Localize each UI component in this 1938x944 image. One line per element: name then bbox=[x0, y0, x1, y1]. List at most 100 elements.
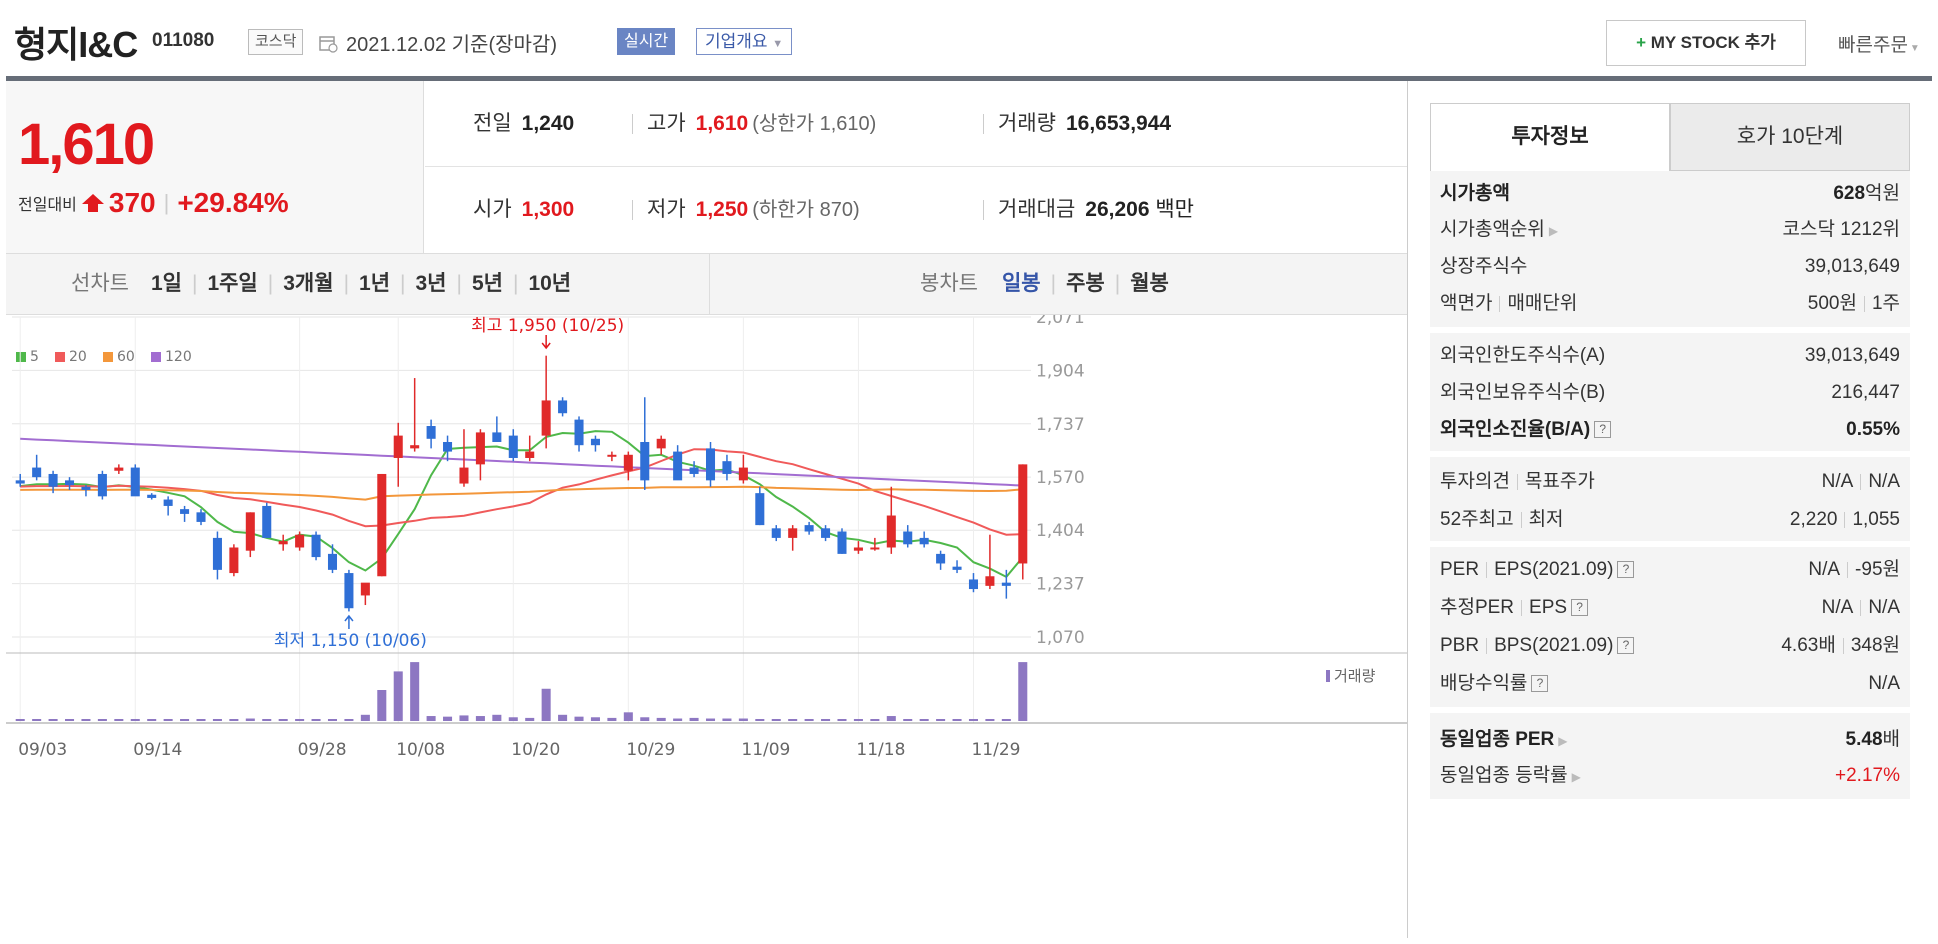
info-key: 액면가 매매단위 bbox=[1440, 285, 1577, 323]
info-row: 52주최고 최저 2,220 1,055 bbox=[1430, 501, 1910, 539]
legend-label: 120 bbox=[165, 349, 192, 365]
volume-value: 16,653,944 bbox=[1065, 112, 1172, 135]
help-icon[interactable]: ? bbox=[1617, 561, 1635, 579]
info-key[interactable]: 동일업종 등락률 ▶ bbox=[1440, 757, 1581, 796]
period-1w[interactable]: 1주일 bbox=[207, 272, 258, 295]
volume-bar bbox=[968, 719, 978, 721]
high-annotation: 최고 1,950 (10/25) bbox=[471, 316, 624, 336]
sector-per-label: 동일업종 PER bbox=[1440, 729, 1555, 750]
period-1y[interactable]: 1년 bbox=[359, 272, 391, 295]
candle-body bbox=[525, 451, 535, 458]
x-tick-label: 09/14 bbox=[133, 740, 182, 760]
cap-rank-value: 코스닥 1212위 bbox=[1782, 219, 1900, 240]
help-icon[interactable]: ? bbox=[1617, 637, 1635, 655]
volume-bar bbox=[163, 719, 173, 721]
volume-bar bbox=[640, 717, 650, 721]
quickorder-label: 빠른주문 bbox=[1838, 35, 1908, 56]
period-1d[interactable]: 1일 bbox=[150, 272, 182, 295]
calendar-icon bbox=[319, 36, 338, 53]
sector-change-value: +2.17% bbox=[1835, 765, 1900, 786]
divider bbox=[1520, 511, 1522, 528]
y-tick-label: 1,904 bbox=[1036, 361, 1085, 381]
tab-invest-info[interactable]: 투자정보 bbox=[1430, 103, 1670, 171]
period-weekly[interactable]: 주봉 bbox=[1066, 272, 1105, 295]
ma-line-60 bbox=[20, 485, 1023, 501]
volume-bar bbox=[985, 719, 995, 721]
help-icon[interactable]: ? bbox=[1531, 675, 1549, 693]
candle-body bbox=[821, 528, 831, 538]
volume-bar bbox=[147, 719, 157, 721]
market-cap-block: 시가총액 628억원 시가총액순위 ▶ 코스닥 1212위 상장주식수 39,013,6… bbox=[1430, 171, 1910, 327]
volume-bar bbox=[771, 719, 781, 721]
help-icon[interactable]: ? bbox=[1594, 421, 1612, 439]
period-5y[interactable]: 5년 bbox=[471, 272, 503, 295]
candle-body bbox=[212, 537, 222, 570]
w52-high-value: 2,220 bbox=[1789, 509, 1838, 530]
y-tick-label: 1,737 bbox=[1036, 415, 1085, 435]
candle-body bbox=[886, 515, 896, 548]
volume-bar bbox=[1018, 662, 1028, 721]
line-chart-periods: 선차트 1일 | 1주일 | 3개월 | 1년 | 3년 | 5년 | 10년 bbox=[71, 254, 571, 314]
eps-value: -95원 bbox=[1855, 559, 1900, 580]
volume-bar bbox=[278, 719, 288, 721]
candle-body bbox=[377, 473, 387, 577]
period-daily[interactable]: 일봉 bbox=[1001, 272, 1041, 295]
legend-swatch bbox=[55, 352, 65, 362]
mystock-label: MY STOCK 추가 bbox=[1650, 33, 1776, 52]
candle-body bbox=[459, 467, 469, 484]
change-value: 370 bbox=[108, 187, 156, 218]
period-monthly[interactable]: 월봉 bbox=[1130, 272, 1169, 295]
period-10y[interactable]: 10년 bbox=[528, 272, 572, 295]
x-tick-label: 11/29 bbox=[971, 740, 1020, 760]
volume: 거래량 16,653,944 bbox=[983, 81, 1171, 167]
candle-body bbox=[722, 461, 732, 474]
candle-body bbox=[443, 441, 453, 452]
divider bbox=[1521, 599, 1523, 616]
quick-order-button[interactable]: 빠른주문 ▼ bbox=[1838, 30, 1920, 57]
company-overview-button[interactable]: 기업개요 ▼ bbox=[696, 28, 793, 55]
upper-limit: (상한가 1,610) bbox=[752, 113, 877, 135]
candle-body bbox=[492, 432, 502, 442]
volume-bar bbox=[705, 718, 716, 721]
unit-value: 1주 bbox=[1871, 293, 1900, 314]
candle-body bbox=[65, 480, 75, 486]
y-tick-label: 1,070 bbox=[1036, 628, 1085, 648]
candle-body bbox=[853, 547, 863, 551]
divider bbox=[709, 254, 710, 314]
tab-order-book[interactable]: 호가 10단계 bbox=[1670, 103, 1910, 171]
candle-body bbox=[623, 454, 633, 471]
help-icon[interactable]: ? bbox=[1571, 599, 1589, 617]
candle-body bbox=[574, 419, 584, 446]
foreign-limit-value: 39,013,649 bbox=[1804, 345, 1900, 366]
period-3m[interactable]: 3개월 bbox=[283, 272, 334, 295]
info-key[interactable]: 시가총액순위 ▶ bbox=[1440, 211, 1558, 250]
divider bbox=[1486, 637, 1488, 654]
info-value: N/A N/A bbox=[1822, 589, 1900, 627]
volume-bar bbox=[48, 719, 58, 721]
add-my-stock-button[interactable]: + MY STOCK 추가 bbox=[1606, 20, 1806, 66]
x-tick-label: 11/09 bbox=[741, 740, 790, 760]
high-price: 고가 1,610 (상한가 1,610) bbox=[632, 81, 876, 167]
candle-body bbox=[705, 448, 716, 481]
chart-svg: 5 20 60 120 2,071 1,904 1,737 1,570 1,404 1,237 1,… bbox=[6, 308, 1407, 760]
y-tick-label: 1,237 bbox=[1036, 575, 1085, 595]
info-row: 외국인소진율(B/A)? 0.55% bbox=[1430, 411, 1910, 449]
est-per-label: 추정PER bbox=[1440, 597, 1515, 618]
candle-body bbox=[32, 467, 42, 478]
plus-icon: + bbox=[1636, 33, 1647, 52]
volume-bar bbox=[1001, 719, 1011, 721]
stock-chart[interactable]: 5 20 60 120 2,071 1,904 1,737 1,570 1,404 1,237 1,… bbox=[6, 308, 1407, 938]
volume-bar bbox=[475, 716, 485, 721]
w52-low-label: 최저 bbox=[1528, 509, 1564, 530]
price-summary: 1,610 전일대비 370 | +29.84% bbox=[6, 81, 424, 253]
arrow-right-icon: ▶ bbox=[1558, 734, 1568, 748]
candle-body bbox=[919, 537, 929, 545]
info-row: 동일업종 등락률 ▶ +2.17% bbox=[1430, 757, 1910, 795]
info-key: 시가총액 bbox=[1440, 175, 1510, 213]
period-3y[interactable]: 3년 bbox=[415, 272, 447, 295]
info-key: 추정PER EPS? bbox=[1440, 589, 1589, 627]
info-key[interactable]: 동일업종 PER ▶ bbox=[1440, 721, 1568, 760]
volume-bar bbox=[886, 716, 896, 721]
realtime-button[interactable]: 실시간 bbox=[617, 28, 676, 55]
candle-body bbox=[1018, 464, 1028, 564]
